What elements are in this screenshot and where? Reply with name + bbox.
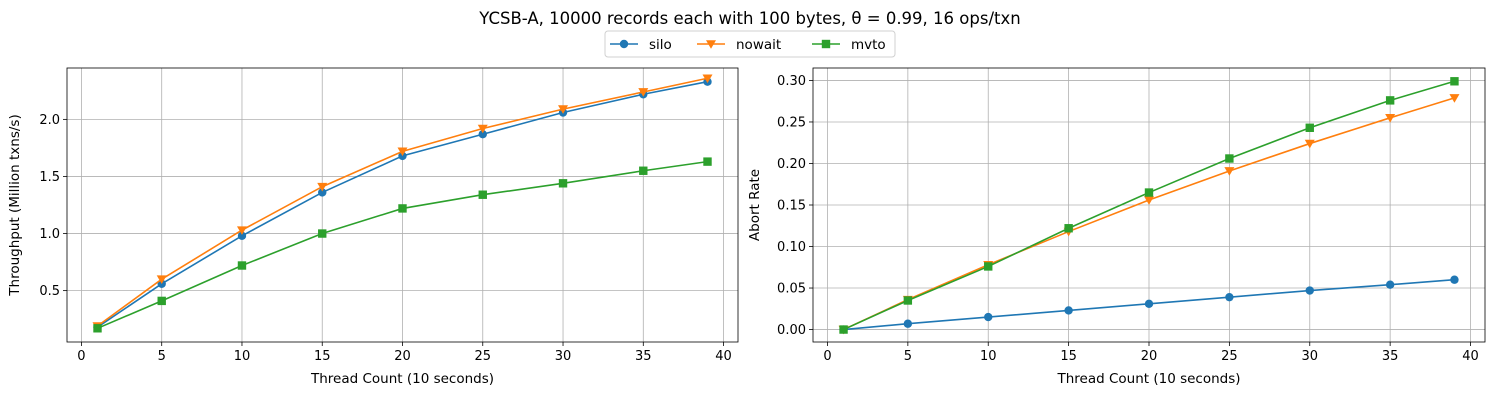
- legend-entry-nowait: nowait: [697, 37, 781, 53]
- data-point-mvto: [1305, 123, 1314, 132]
- y-tick-label: 1.5: [39, 170, 60, 185]
- y-tick-label: 2.0: [39, 113, 60, 128]
- series-nowait: [92, 74, 713, 331]
- x-tick-label: 30: [555, 349, 572, 364]
- y-tick-label: 0.05: [777, 282, 806, 297]
- data-point-silo: [237, 231, 247, 241]
- x-axis-label: Thread Count (10 seconds): [1056, 371, 1240, 387]
- data-point-mvto: [903, 296, 913, 305]
- data-point-mvto: [237, 261, 247, 270]
- data-point-mvto: [639, 166, 648, 175]
- x-axis-label: Thread Count (10 seconds): [310, 371, 494, 387]
- data-point-mvto: [93, 324, 102, 333]
- data-point-silo: [1064, 306, 1073, 315]
- data-point-nowait: [1304, 139, 1315, 149]
- data-point-mvto: [1144, 188, 1154, 197]
- data-point-nowait: [1144, 196, 1154, 205]
- data-point-silo: [984, 312, 993, 322]
- data-point-silo: [1385, 280, 1395, 289]
- series-silo: [839, 275, 1459, 334]
- x-tick-label: 25: [1221, 349, 1238, 364]
- legend-box: [604, 30, 896, 58]
- data-point-mvto: [318, 229, 327, 238]
- data-point-mvto: [1225, 154, 1234, 163]
- data-point-silo: [1144, 299, 1154, 309]
- y-tick-label: 0.25: [777, 115, 806, 130]
- data-point-mvto: [839, 325, 848, 334]
- data-point-nowait: [317, 182, 328, 192]
- data-point-nowait: [156, 275, 167, 285]
- x-tick-label: 0: [823, 349, 831, 364]
- data-point-mvto: [703, 157, 712, 166]
- legend-marker-nowait: [706, 40, 716, 49]
- legend-marker-mvto: [821, 39, 831, 49]
- y-tick-label: 1.0: [39, 227, 60, 242]
- data-point-silo: [478, 130, 487, 139]
- data-point-mvto: [1064, 224, 1073, 233]
- figure-title: YCSB-A, 10000 records each with 100 byte…: [478, 9, 1020, 28]
- data-point-nowait: [1449, 94, 1460, 103]
- series-mvto: [93, 157, 712, 333]
- data-point-nowait: [702, 74, 713, 84]
- data-point-mvto: [157, 296, 166, 306]
- gridlines: [67, 68, 738, 342]
- data-point-nowait: [1385, 114, 1396, 123]
- legend: silo nowait mvto: [604, 30, 896, 58]
- data-point-mvto: [984, 262, 993, 271]
- x-tick-label: 5: [158, 349, 166, 364]
- data-point-nowait: [558, 105, 569, 114]
- data-point-mvto: [1450, 77, 1459, 86]
- x-tick-label: 10: [980, 349, 997, 364]
- throughput-chart: 0 5 10 15 20 25 30 35 40 0.5 1.0 1.5 2.0 Thread Count…: [7, 67, 739, 387]
- data-point-silo: [1225, 292, 1234, 302]
- data-point-nowait: [638, 88, 649, 97]
- x-tick-label: 30: [1301, 349, 1318, 364]
- legend-label: silo: [649, 37, 672, 53]
- y-axis-label: Abort Rate: [747, 169, 763, 241]
- y-tick-label: 0.15: [777, 199, 806, 214]
- y-tick-label: 0.20: [777, 157, 806, 172]
- data-point-mvto: [398, 204, 407, 213]
- data-point-nowait: [397, 147, 408, 157]
- data-point-mvto: [478, 190, 487, 199]
- y-tick-label: 0.10: [777, 240, 806, 255]
- legend-marker-silo: [619, 39, 629, 49]
- x-tick-label: 40: [1462, 349, 1479, 364]
- data-point-mvto: [1385, 96, 1395, 105]
- x-tick-label: 35: [635, 349, 652, 364]
- legend-label: nowait: [736, 37, 781, 53]
- x-tick-label: 15: [314, 349, 331, 364]
- y-tick-label: 0.5: [39, 284, 60, 299]
- x-tick-label: 20: [394, 349, 411, 364]
- legend-entry-silo: silo: [610, 37, 672, 53]
- data-point-silo: [318, 188, 327, 197]
- x-tick-label: 10: [234, 349, 251, 364]
- legend-entry-mvto: mvto: [812, 37, 886, 53]
- x-tick-label: 40: [715, 349, 732, 364]
- data-point-silo: [1450, 275, 1459, 284]
- gridlines: [813, 68, 1485, 342]
- x-tick-label: 5: [904, 349, 912, 364]
- x-tick-label: 35: [1382, 349, 1399, 364]
- data-point-nowait: [477, 124, 488, 134]
- data-point-nowait: [236, 226, 247, 235]
- y-tick-label: 0.00: [777, 323, 806, 338]
- data-point-silo: [1305, 286, 1314, 295]
- data-point-mvto: [558, 179, 568, 188]
- abort-rate-chart: 0 5 10 15 20 25 30 35 40 0.00 0.05 0.10 0.15 0.20 0.25…: [747, 67, 1486, 387]
- x-tick-label: 0: [77, 349, 85, 364]
- x-tick-label: 25: [474, 349, 491, 364]
- x-tick-label: 20: [1141, 349, 1158, 364]
- y-axis-label: Throughput (Million txns/s): [7, 114, 23, 296]
- x-tick-label: 15: [1060, 349, 1077, 364]
- series-mvto: [839, 77, 1459, 334]
- data-point-nowait: [1224, 167, 1235, 176]
- data-point-silo: [903, 319, 913, 328]
- legend-label: mvto: [851, 37, 886, 53]
- y-tick-label: 0.30: [777, 74, 806, 89]
